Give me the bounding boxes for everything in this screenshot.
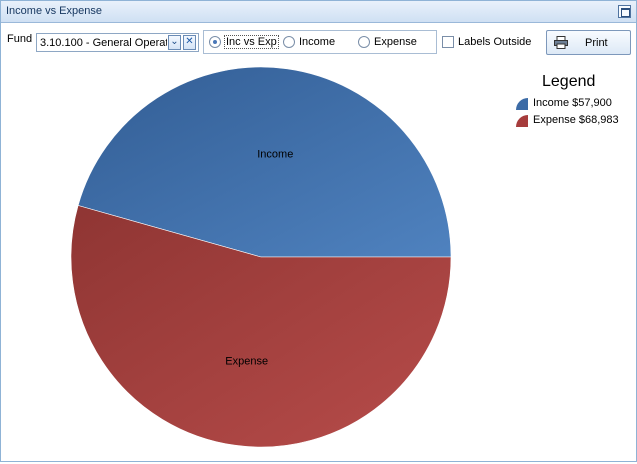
pie-slice-income <box>77 66 452 258</box>
pie-slice-expense <box>70 205 452 448</box>
print-label: Print <box>585 37 608 49</box>
fund-label: Fund <box>7 33 33 45</box>
fund-select[interactable]: 3.10.100 - General Operating ⌄ ✕ <box>36 33 199 52</box>
title-bar: Income vs Expense <box>1 1 636 23</box>
radio-dot-icon <box>283 36 295 48</box>
toolbar: Fund 3.10.100 - General Operating ⌄ ✕ In… <box>1 28 636 58</box>
legend-text: Income $57,900 <box>533 97 612 109</box>
maximize-icon[interactable] <box>618 5 631 18</box>
checkbox-box-icon <box>442 36 454 48</box>
chart-mode-radio-group: Inc vs Exp Income Expense <box>203 30 437 54</box>
print-button[interactable]: Print <box>546 30 631 55</box>
window-title: Income vs Expense <box>6 5 102 17</box>
slice-label-expense: Expense <box>225 356 268 368</box>
labels-outside-label: Labels Outside <box>458 36 532 48</box>
radio-label: Income <box>299 36 336 48</box>
chart-area: Income Expense <box>1 59 636 461</box>
pie-chart: Income Expense <box>70 66 452 448</box>
legend-text: Expense $68,983 <box>533 114 619 126</box>
fund-value: 3.10.100 - General Operating <box>40 37 167 49</box>
clear-icon[interactable]: ✕ <box>183 35 196 50</box>
chevron-down-icon[interactable]: ⌄ <box>168 35 181 50</box>
radio-label: Expense <box>374 36 417 48</box>
legend-title: Legend <box>542 73 596 90</box>
radio-label: Inc vs Exp <box>224 35 279 49</box>
printer-icon <box>554 36 568 49</box>
radio-dot-icon <box>358 36 370 48</box>
slice-label-income: Income <box>257 149 293 161</box>
legend-swatch-icon <box>516 98 528 110</box>
legend-swatch-icon <box>516 115 528 127</box>
radio-dot-icon <box>209 36 221 48</box>
